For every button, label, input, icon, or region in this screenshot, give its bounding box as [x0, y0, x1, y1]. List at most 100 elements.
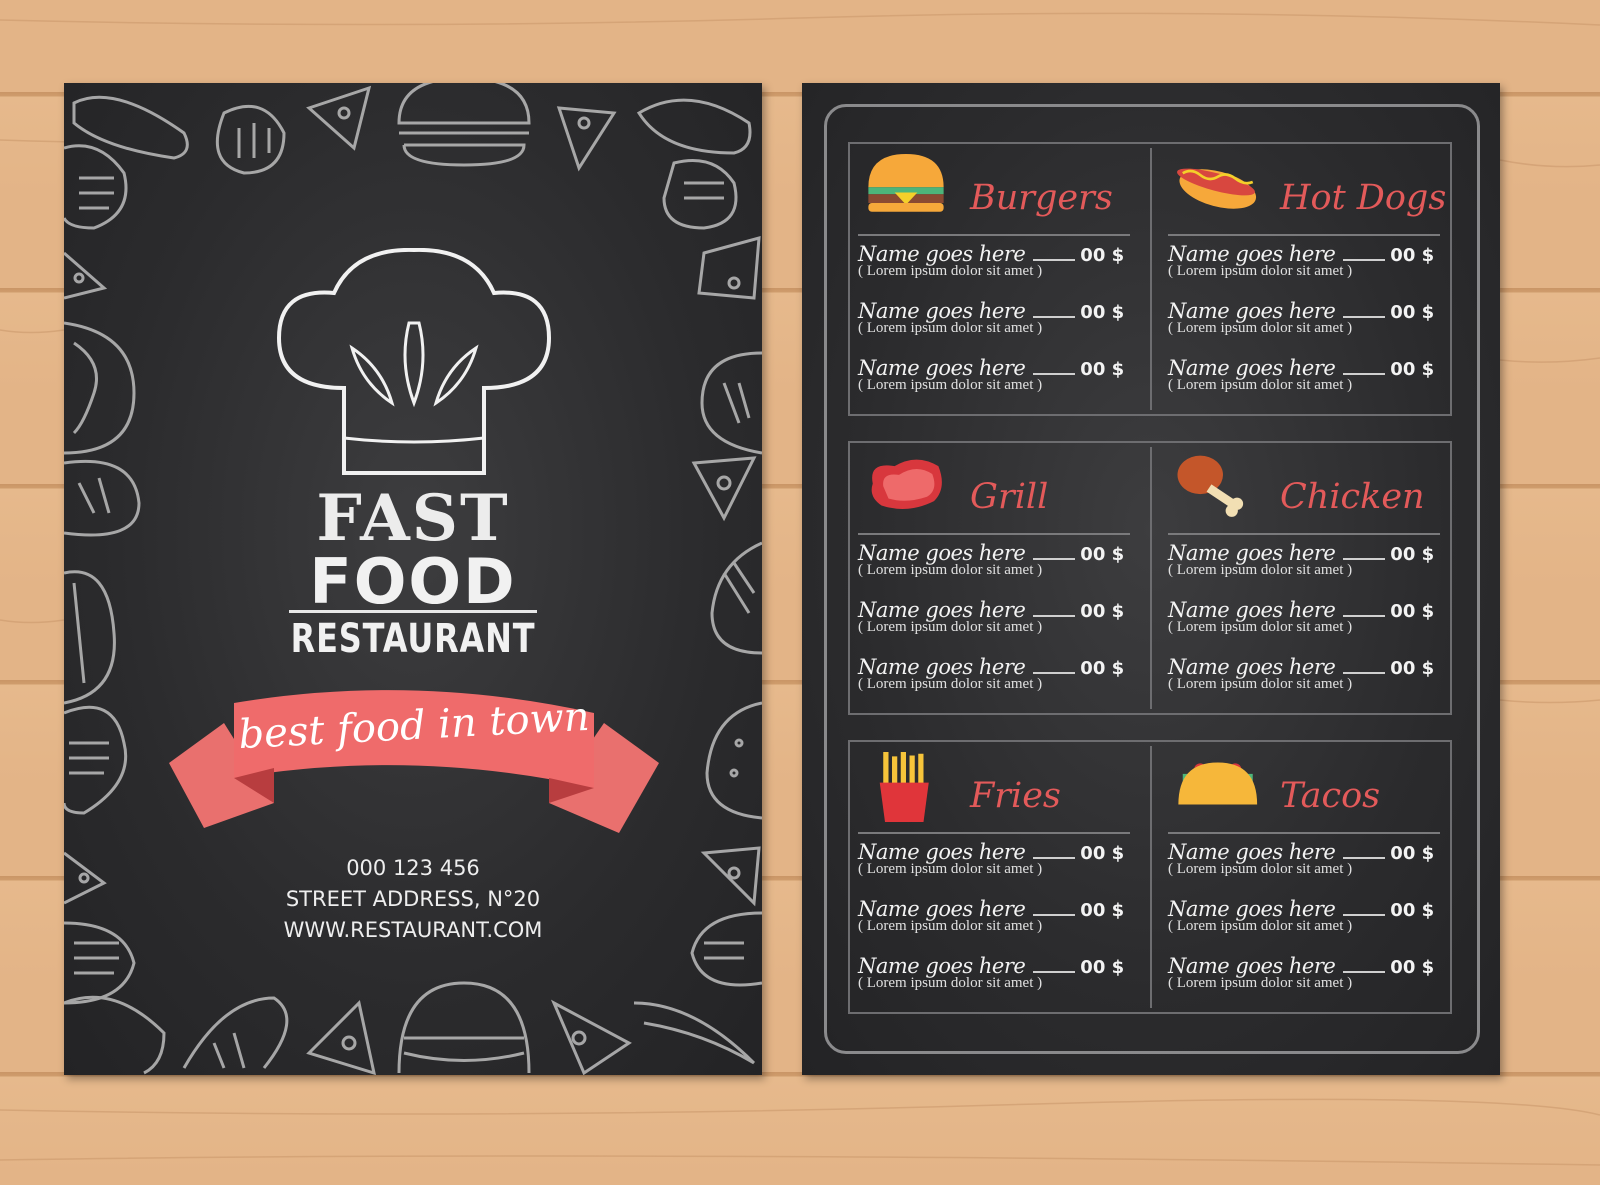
- menu-item: Name goes here 00 $ ( Lorem ipsum dolor si…: [1168, 840, 1448, 878]
- item-name: Name goes here: [858, 954, 1026, 978]
- item-name: Name goes here: [1168, 655, 1336, 679]
- menu-item: Name goes here 00 $ ( Lorem ipsum dolor si…: [1168, 954, 1448, 992]
- brand-restaurant: RESTAURANT: [290, 616, 536, 662]
- item-name: Name goes here: [858, 840, 1026, 864]
- item-price: 00 $: [1080, 601, 1125, 622]
- title-underline: [1168, 533, 1440, 535]
- food-doodle-border: [64, 83, 762, 1075]
- menu-item: Name goes here 00 $ ( Lorem ipsum dolor si…: [858, 242, 1138, 280]
- website: WWW.RESTAURANT.COM: [283, 918, 543, 942]
- item-line: Name goes here 00 $: [858, 897, 1138, 921]
- menu-item: Name goes here 00 $ ( Lorem ipsum dolor si…: [858, 840, 1138, 878]
- item-line: Name goes here 00 $: [1168, 356, 1448, 380]
- menu-item: Name goes here 00 $ ( Lorem ipsum dolor si…: [858, 299, 1138, 337]
- menu-item: Name goes here 00 $ ( Lorem ipsum dolor si…: [1168, 356, 1448, 394]
- menu-category-tacos: Tacos Name goes here 00 $ ( Lorem ipsum dol…: [1160, 742, 1460, 1012]
- category-title: Fries: [970, 776, 1061, 816]
- item-price: 00 $: [1390, 900, 1435, 921]
- burger-doodle: [397, 83, 531, 167]
- item-price: 00 $: [1390, 245, 1435, 266]
- chicken-leg-icon: [1177, 455, 1244, 517]
- price-leader: [1033, 971, 1076, 973]
- item-description: ( Lorem ipsum dolor sit amet ): [858, 975, 1043, 991]
- price-leader: [1343, 316, 1386, 318]
- menu-item: Name goes here 00 $ ( Lorem ipsum dolor si…: [858, 598, 1138, 636]
- street-address: STREET ADDRESS, N°20: [285, 887, 541, 911]
- price-leader: [1033, 259, 1076, 261]
- item-name: Name goes here: [1168, 598, 1336, 622]
- item-description: ( Lorem ipsum dolor sit amet ): [1168, 562, 1353, 578]
- item-name: Name goes here: [858, 299, 1026, 323]
- item-line: Name goes here 00 $: [858, 541, 1138, 565]
- item-price: 00 $: [1390, 302, 1435, 323]
- menu-section-row: Burgers Name goes here 00 $ ( Lorem ipsum d…: [848, 142, 1452, 416]
- item-line: Name goes here 00 $: [1168, 242, 1448, 266]
- item-price: 00 $: [1080, 302, 1125, 323]
- price-leader: [1033, 914, 1076, 916]
- item-description: ( Lorem ipsum dolor sit amet ): [858, 676, 1043, 692]
- menu-item: Name goes here 00 $ ( Lorem ipsum dolor si…: [1168, 242, 1448, 280]
- pizza-doodle: [306, 85, 372, 151]
- item-price: 00 $: [1080, 900, 1125, 921]
- item-description: ( Lorem ipsum dolor sit amet ): [858, 619, 1043, 635]
- menu-section-row: Grill Name goes here 00 $ ( Lorem ipsum dol…: [848, 441, 1452, 715]
- item-description: ( Lorem ipsum dolor sit amet ): [1168, 918, 1353, 934]
- category-title: Grill: [970, 477, 1049, 517]
- category-title: Tacos: [1280, 776, 1381, 816]
- menu-category-burgers: Burgers Name goes here 00 $ ( Lorem ipsum d…: [850, 144, 1150, 414]
- item-description: ( Lorem ipsum dolor sit amet ): [1168, 377, 1353, 393]
- price-leader: [1343, 259, 1386, 261]
- menu-page: Burgers Name goes here 00 $ ( Lorem ipsum d…: [802, 83, 1500, 1075]
- price-leader: [1343, 914, 1386, 916]
- column-divider: [1150, 148, 1152, 410]
- price-leader: [1033, 558, 1076, 560]
- item-price: 00 $: [1390, 601, 1435, 622]
- price-leader: [1343, 558, 1386, 560]
- item-description: ( Lorem ipsum dolor sit amet ): [858, 562, 1043, 578]
- price-leader: [1343, 971, 1386, 973]
- brand-food: FOOD: [309, 545, 517, 618]
- item-price: 00 $: [1080, 245, 1125, 266]
- item-price: 00 $: [1390, 957, 1435, 978]
- item-description: ( Lorem ipsum dolor sit amet ): [858, 320, 1043, 336]
- item-line: Name goes here 00 $: [858, 242, 1138, 266]
- item-description: ( Lorem ipsum dolor sit amet ): [858, 263, 1043, 279]
- price-leader: [1343, 615, 1386, 617]
- price-leader: [1343, 672, 1386, 674]
- item-name: Name goes here: [1168, 840, 1336, 864]
- item-line: Name goes here 00 $: [858, 598, 1138, 622]
- menu-item: Name goes here 00 $ ( Lorem ipsum dolor si…: [858, 954, 1138, 992]
- item-description: ( Lorem ipsum dolor sit amet ): [1168, 861, 1353, 877]
- title-underline: [858, 234, 1130, 236]
- item-line: Name goes here 00 $: [858, 954, 1138, 978]
- menu-category-chicken: Chicken Name goes here 00 $ ( Lorem ipsum d…: [1160, 443, 1460, 713]
- item-price: 00 $: [1390, 359, 1435, 380]
- menu-item: Name goes here 00 $ ( Lorem ipsum dolor si…: [1168, 897, 1448, 935]
- item-line: Name goes here 00 $: [858, 840, 1138, 864]
- item-price: 00 $: [1390, 544, 1435, 565]
- item-name: Name goes here: [1168, 299, 1336, 323]
- menu-item: Name goes here 00 $ ( Lorem ipsum dolor si…: [1168, 598, 1448, 636]
- item-description: ( Lorem ipsum dolor sit amet ): [1168, 619, 1353, 635]
- item-price: 00 $: [1390, 658, 1435, 679]
- item-name: Name goes here: [858, 356, 1026, 380]
- item-description: ( Lorem ipsum dolor sit amet ): [858, 377, 1043, 393]
- item-name: Name goes here: [858, 655, 1026, 679]
- burger-icon: [868, 154, 944, 212]
- brand-fast: FAST: [316, 481, 510, 556]
- item-line: Name goes here 00 $: [1168, 897, 1448, 921]
- menu-category-hot-dogs: Hot Dogs Name goes here 00 $ ( Lorem ipsum …: [1160, 144, 1460, 414]
- price-leader: [1033, 672, 1076, 674]
- drumstick-doodle: [215, 104, 286, 175]
- item-price: 00 $: [1080, 359, 1125, 380]
- contact-info: 000 123 456 STREET ADDRESS, N°20 WWW.RES…: [64, 853, 762, 946]
- item-name: Name goes here: [858, 897, 1026, 921]
- menu-category-fries: Fries Name goes here 00 $ ( Lorem ipsum dol…: [850, 742, 1150, 1012]
- tagline-ribbon: [169, 690, 659, 833]
- title-underline: [1168, 234, 1440, 236]
- item-line: Name goes here 00 $: [858, 356, 1138, 380]
- item-name: Name goes here: [1168, 897, 1336, 921]
- menu-item: Name goes here 00 $ ( Lorem ipsum dolor si…: [1168, 655, 1448, 693]
- item-name: Name goes here: [1168, 954, 1336, 978]
- price-leader: [1343, 373, 1386, 375]
